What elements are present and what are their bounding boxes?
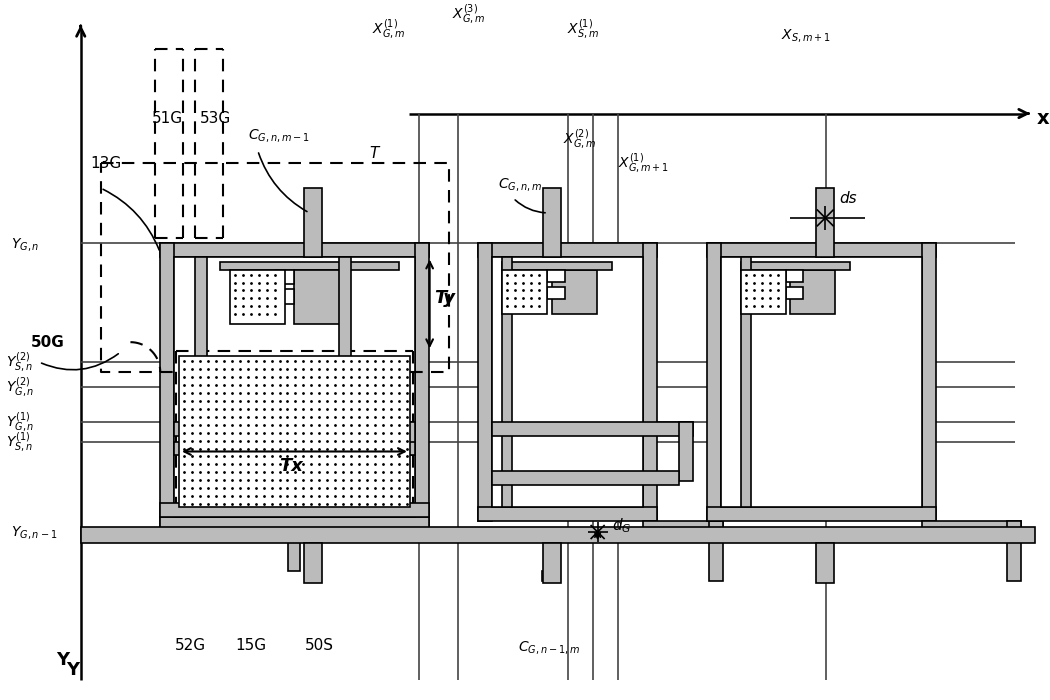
Text: $Y_{S,n}^{(1)}$: $Y_{S,n}^{(1)}$: [6, 430, 34, 454]
Text: $C_{G,n-1,m}$: $C_{G,n-1,m}$: [518, 638, 581, 656]
Bar: [740, 270, 785, 314]
Bar: [294, 270, 350, 324]
Bar: [721, 257, 922, 508]
Text: T: T: [369, 146, 378, 161]
Text: $X_{G,m}^{(1)}$: $X_{G,m}^{(1)}$: [372, 18, 405, 41]
Text: $Y_{G,n-1}$: $Y_{G,n-1}$: [12, 524, 58, 541]
Bar: [339, 257, 351, 517]
Bar: [922, 521, 1021, 535]
Bar: [401, 421, 415, 456]
Bar: [161, 243, 174, 531]
Bar: [740, 262, 851, 270]
Text: $X_{G,m}^{(3)}$: $X_{G,m}^{(3)}$: [452, 4, 485, 27]
Text: 50S: 50S: [304, 638, 334, 653]
Bar: [707, 508, 936, 521]
Bar: [289, 531, 300, 570]
Bar: [785, 270, 803, 281]
Bar: [492, 471, 679, 485]
Bar: [816, 188, 834, 257]
Bar: [502, 257, 512, 508]
Bar: [492, 257, 644, 508]
Text: $X_{S, m+1}$: $X_{S, m+1}$: [781, 27, 832, 44]
Bar: [195, 257, 207, 517]
Bar: [785, 288, 803, 300]
Text: $C_{G,n,m-1}$: $C_{G,n,m-1}$: [248, 127, 310, 144]
Bar: [644, 243, 657, 521]
Bar: [552, 270, 596, 314]
Bar: [180, 356, 410, 508]
Bar: [707, 243, 721, 521]
Bar: [492, 421, 693, 435]
Bar: [721, 257, 922, 508]
Text: $X_{G,m+1}^{(1)}$: $X_{G,m+1}^{(1)}$: [617, 153, 669, 176]
Text: $C_{G,n,m}$: $C_{G,n,m}$: [499, 176, 543, 193]
Bar: [740, 257, 751, 508]
Text: 52G: 52G: [175, 638, 206, 653]
Bar: [161, 243, 428, 257]
Bar: [543, 188, 561, 257]
Text: x: x: [1037, 109, 1050, 128]
Bar: [1007, 521, 1021, 581]
Bar: [709, 521, 722, 581]
Text: 15G: 15G: [235, 638, 266, 653]
Text: Y: Y: [66, 662, 79, 679]
Bar: [707, 243, 936, 257]
Bar: [547, 270, 565, 281]
Bar: [161, 517, 428, 531]
Bar: [161, 503, 428, 517]
Bar: [542, 570, 555, 581]
Bar: [174, 257, 415, 517]
Text: $X_{S,m}^{(1)}$: $X_{S,m}^{(1)}$: [567, 18, 598, 41]
Text: $Y_{G,n}^{(1)}$: $Y_{G,n}^{(1)}$: [6, 411, 35, 434]
Bar: [502, 262, 611, 270]
Text: ds: ds: [839, 191, 857, 206]
Bar: [174, 442, 415, 456]
Bar: [174, 257, 415, 517]
Bar: [415, 243, 428, 531]
Text: Y: Y: [56, 651, 69, 669]
Text: $Y_{G,n}$: $Y_{G,n}$: [12, 236, 40, 253]
Bar: [492, 257, 644, 508]
Bar: [922, 243, 936, 521]
Bar: [219, 262, 399, 270]
Bar: [644, 521, 722, 535]
Bar: [502, 270, 547, 314]
Text: Ty: Ty: [435, 289, 456, 307]
Bar: [230, 270, 285, 324]
Text: Tx: Tx: [279, 457, 303, 475]
Bar: [191, 439, 398, 452]
Bar: [275, 290, 294, 304]
Bar: [543, 543, 561, 582]
Text: 13G: 13G: [90, 156, 122, 172]
Text: $d_G$: $d_G$: [611, 516, 631, 535]
Text: 50G: 50G: [32, 335, 65, 350]
Bar: [384, 439, 398, 456]
Bar: [479, 243, 657, 257]
Text: 51G: 51G: [152, 111, 184, 127]
Bar: [304, 188, 322, 257]
Bar: [81, 527, 1035, 543]
Text: 53G: 53G: [200, 111, 231, 127]
Bar: [191, 425, 398, 439]
Bar: [275, 270, 294, 284]
Bar: [791, 270, 835, 314]
Bar: [479, 243, 492, 521]
Bar: [547, 288, 565, 300]
Bar: [304, 543, 322, 582]
Text: $X_{G,m}^{(2)}$: $X_{G,m}^{(2)}$: [563, 127, 596, 150]
Bar: [479, 508, 657, 521]
Text: $Y_{G,n}^{(2)}$: $Y_{G,n}^{(2)}$: [6, 376, 35, 399]
Bar: [174, 421, 415, 435]
Bar: [816, 543, 834, 582]
Bar: [679, 421, 693, 482]
Text: $Y_{S,n}^{(2)}$: $Y_{S,n}^{(2)}$: [6, 351, 34, 374]
